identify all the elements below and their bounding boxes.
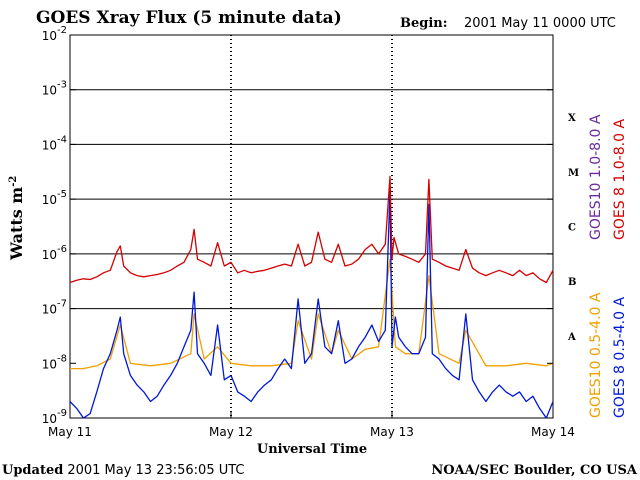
x-tick-label: May 12 [209,425,253,439]
y-axis-label: Watts m-2 [7,176,26,261]
footer-updated: Updated 2001 May 13 23:56:05 UTC [2,463,245,478]
flare-class-a: A [567,332,576,343]
series-line-0 [69,175,554,284]
y-tick-label: 10-3 [42,80,67,98]
x-tick-label: May 11 [48,425,92,439]
gridlines [70,89,553,310]
x-tick-label: May 13 [370,425,414,439]
y-tick-labels: 10-9 10-8 10-7 10-6 10-5 10-4 10-3 10-2 [42,25,553,426]
x-axis-label: Universal Time [257,442,367,457]
begin-value: 2001 May 11 0000 UTC [464,16,616,31]
legend-goes8-long: GOES 8 1.0-8.0 A [612,119,628,240]
y-tick-label: 10-7 [42,299,67,317]
plot-frame [69,34,554,419]
x-tick-labels: May 11 May 12 May 13 May 14 [48,412,575,439]
flare-class-m: M [568,168,579,179]
footer-credit: NOAA/SEC Boulder, CO USA [431,463,638,478]
y-tick-label: 10-4 [42,134,67,152]
y-tick-label: 10-9 [42,408,67,426]
begin-label: Begin: [400,16,448,31]
chart-title: GOES Xray Flux (5 minute data) [36,8,342,28]
flare-class-b: B [568,277,576,288]
flare-class-c: C [568,223,576,234]
flare-class-x: X [568,113,576,124]
series-line-3 [70,258,554,370]
flare-class-labels: A B C M X [567,113,579,343]
y-tick-label: 10-2 [42,25,67,43]
legend-goes8-short: GOES 8 0.5-4.0 A [612,297,628,418]
x-tick-label: May 14 [531,425,575,439]
y-tick-label: 10-6 [42,244,67,262]
series-layer [69,175,554,419]
y-tick-label: 10-8 [42,353,67,371]
legend-goes10-long: GOES10 1.0-8.0 A [588,114,604,240]
y-tick-label: 10-5 [42,189,67,207]
day-dividers [230,35,393,418]
series-line-2 [69,190,554,419]
legend-goes10-short: GOES10 0.5-4.0 A [588,292,604,418]
